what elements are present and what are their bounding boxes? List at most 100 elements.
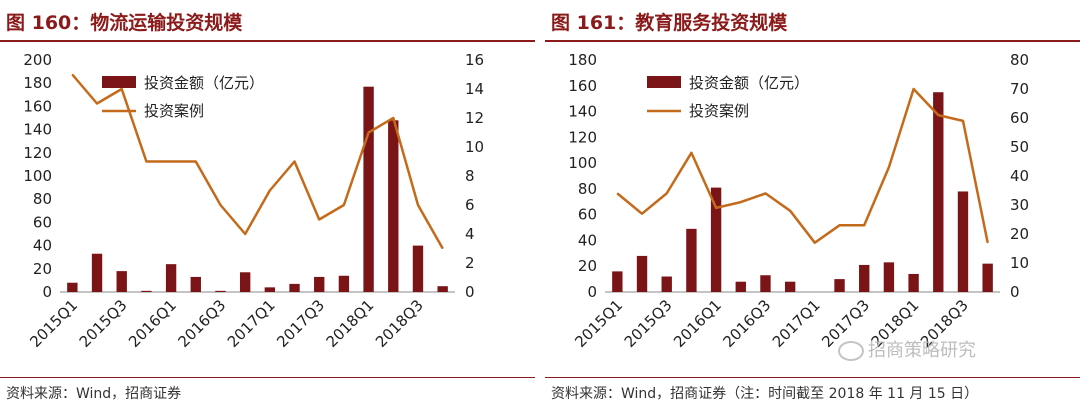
- source-note: 资料来源：Wind，招商证券: [6, 386, 182, 402]
- y2-tick-label: 70: [1010, 80, 1029, 98]
- line-point-2017Q3: [318, 219, 320, 220]
- legend-swatch-bar: [647, 76, 681, 88]
- bar-2015Q3: [116, 271, 127, 292]
- chart-title: 图 161：教育服务投资规模: [551, 12, 788, 34]
- x-tick-label: 2017Q1: [769, 296, 824, 351]
- y-tick-label: 160: [568, 77, 597, 95]
- legend-label-bar: 投资金额（亿元）: [689, 74, 809, 92]
- x-tick-label: 2015Q1: [26, 296, 81, 351]
- line-point-2017Q1: [814, 242, 816, 244]
- y2-tick-label: 6: [465, 196, 475, 214]
- chart-logistics: 0 20 40 60 80 100 120 140 160 180 200 0 2 4 6 8 10 12 14 16…: [23, 51, 484, 351]
- chart-education: 0 20 40 60 80 100 120 140 160 180 0 10 20 30 40 50 60 70 8…: [568, 51, 1029, 351]
- legend-label-line: 投资案例: [689, 102, 749, 120]
- y2-tick-label: 4: [465, 225, 475, 243]
- y-tick-label: 0: [42, 283, 52, 301]
- y2-tick-label: 14: [465, 80, 484, 98]
- legend-label-bar: 投资金额（亿元）: [144, 74, 264, 92]
- source-divider: [0, 377, 535, 378]
- bar-2016Q4: [239, 272, 251, 292]
- line-point-2018Q2: [392, 117, 394, 119]
- line-point-2018Q3: [417, 204, 419, 206]
- bar-2015Q1: [612, 271, 623, 292]
- y-tick-label: 20: [33, 260, 52, 278]
- bar-2018Q3: [957, 191, 969, 292]
- chart-title: 图 160：物流运输投资规模: [6, 12, 243, 34]
- bar-2018Q4: [982, 263, 993, 292]
- y-tick-label: 40: [578, 231, 597, 249]
- y2-tick-label: 50: [1010, 138, 1029, 156]
- y2-tick-label: 12: [465, 109, 484, 127]
- bar-2018Q2: [388, 120, 399, 292]
- y-tick-label: 20: [578, 257, 597, 275]
- bar-2016Q3: [215, 290, 226, 292]
- bar-2017Q2: [834, 279, 845, 292]
- line-point-2016Q2: [195, 161, 197, 162]
- source-divider: [545, 377, 1080, 378]
- bar-2017Q3: [314, 276, 325, 292]
- y-tick-label: 200: [23, 51, 52, 69]
- y-tick-label: 80: [578, 180, 597, 198]
- title-divider: [0, 40, 535, 42]
- line-point-2015Q3: [121, 88, 123, 90]
- bar-2017Q4: [338, 275, 350, 292]
- x-tick-label: 2016Q1: [125, 296, 180, 351]
- line-point-2015Q3: [666, 192, 668, 194]
- line-point-2015Q2: [96, 103, 98, 104]
- bar-2016Q3: [760, 275, 771, 292]
- bar-2015Q4: [686, 228, 697, 292]
- line-point-2016Q1: [715, 207, 717, 209]
- y-tick-label: 180: [23, 74, 52, 92]
- line-point-2017Q4: [343, 204, 345, 206]
- x-tick-label: 2015Q1: [571, 296, 626, 351]
- y-tick-label: 140: [23, 121, 52, 139]
- y2-tick-label: 2: [465, 254, 475, 272]
- bar-2018Q2: [933, 92, 944, 292]
- y2-tick-label: 80: [1010, 51, 1029, 69]
- bar-2017Q4: [883, 262, 895, 292]
- bar-2016Q1: [710, 187, 722, 292]
- line-point-2017Q2: [294, 161, 296, 162]
- line-point-2015Q1: [71, 74, 73, 75]
- y2-tick-label: 20: [1010, 225, 1029, 243]
- source-note: 资料来源：Wind，招商证券（注：时间截至 2018 年 11 月 15 日）: [551, 386, 979, 402]
- bar-2015Q2: [91, 253, 103, 292]
- line-point-2016Q4: [789, 210, 791, 212]
- bar-2017Q2: [289, 283, 300, 292]
- chart-panel-education: 图 161：教育服务投资规模 0 20 40 60 80 100 120 140 160 180 0…: [545, 0, 1080, 407]
- legend-swatch-bar: [102, 76, 136, 88]
- bar-2016Q4: [784, 281, 796, 292]
- line-point-2016Q2: [740, 201, 742, 203]
- y2-tick-label: 0: [465, 283, 475, 301]
- bar-2018Q3: [412, 245, 424, 292]
- bar-2018Q1: [363, 86, 374, 293]
- line-point-2016Q4: [244, 233, 246, 235]
- bar-2018Q4: [437, 286, 448, 292]
- wechat-icon: [838, 341, 864, 361]
- x-tick-label: 2017Q1: [224, 296, 279, 351]
- y2-tick-label: 30: [1010, 196, 1029, 214]
- bar-2018Q1: [908, 273, 919, 292]
- line-point-2018Q1: [913, 88, 915, 90]
- bar-2015Q4: [141, 290, 152, 292]
- bar-2015Q1: [67, 282, 78, 292]
- watermark-text: 招商策略研究: [868, 340, 976, 361]
- line-point-2016Q3: [764, 192, 766, 194]
- line-point-2018Q4: [442, 248, 444, 249]
- line-point-2016Q1: [170, 161, 172, 162]
- line-point-2016Q3: [219, 204, 221, 206]
- y-tick-label: 80: [33, 190, 52, 208]
- bar-2017Q3: [859, 264, 870, 292]
- bar-2015Q2: [636, 255, 648, 292]
- bar-2016Q1: [165, 264, 177, 292]
- y-tick-label: 100: [568, 154, 597, 172]
- line-point-2015Q1: [616, 192, 618, 194]
- title-divider: [545, 40, 1080, 42]
- chart-panel-logistics: 图 160：物流运输投资规模 0 20 40 60 80 100 120 140 160 180 2…: [0, 0, 535, 407]
- x-tick-label: 2017Q3: [273, 296, 328, 351]
- y-tick-label: 120: [568, 128, 597, 146]
- y2-tick-label: 16: [465, 51, 484, 69]
- y2-tick-label: 60: [1010, 109, 1029, 127]
- y-tick-label: 100: [23, 167, 52, 185]
- x-tick-label: 2018Q3: [372, 296, 427, 351]
